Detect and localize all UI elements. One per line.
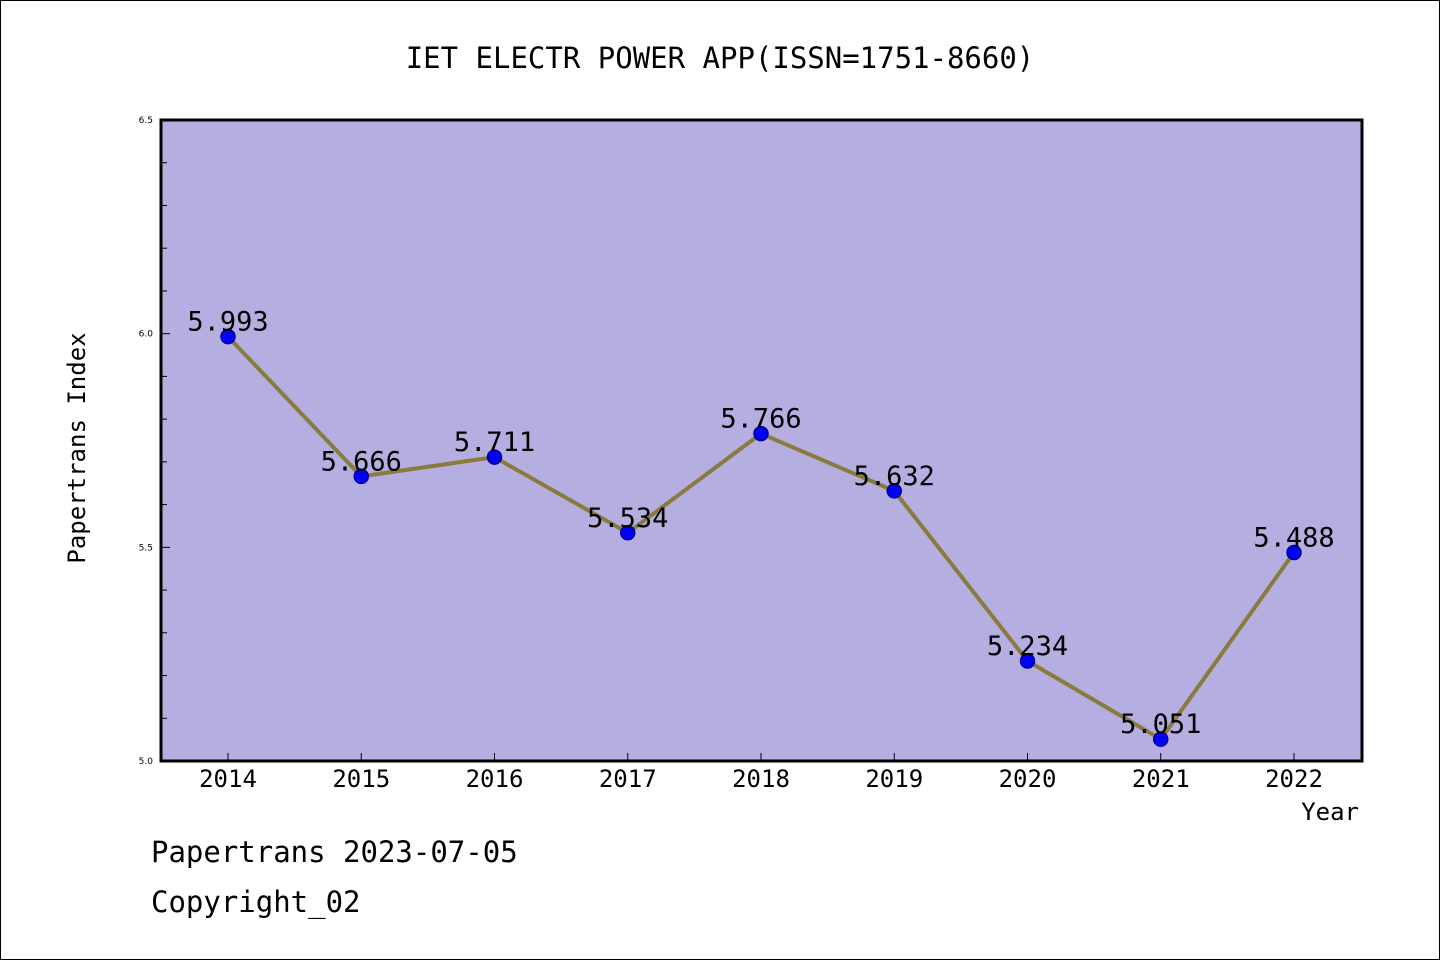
data-label: 5.632 <box>854 461 935 492</box>
y-tick-label: 6.0 <box>139 330 154 340</box>
x-tick-label: 2014 <box>199 765 257 793</box>
footer-copyright: Copyright_02 <box>151 885 361 919</box>
plot-border <box>159 118 1364 763</box>
data-point <box>1153 731 1169 747</box>
data-label: 5.766 <box>720 404 801 435</box>
data-label: 5.666 <box>321 446 402 477</box>
data-point <box>486 449 503 465</box>
data-label: 5.711 <box>454 427 535 458</box>
data-label: 5.051 <box>1120 709 1201 740</box>
data-point <box>353 468 369 485</box>
y-tick-label: 6.5 <box>139 116 153 126</box>
chart-title: IET ELECTR POWER APP(ISSN=1751-8660) <box>406 41 1035 75</box>
data-labels: 5.993 5.666 5.711 5.534 5.766 5.632 5.234 5.051… <box>187 307 1334 741</box>
data-point <box>1019 653 1036 669</box>
x-tick-label: 2016 <box>466 765 524 793</box>
x-axis-label: Year <box>1301 798 1359 826</box>
data-label: 5.234 <box>987 631 1068 662</box>
footer-date: Papertrans 2023-07-05 <box>151 835 518 869</box>
x-tick-label: 2018 <box>732 765 790 793</box>
data-point <box>1286 544 1302 561</box>
data-point <box>886 483 902 499</box>
x-axis-ticks: 2014 2015 2016 2017 2018 2019 2020 2021 2022 <box>199 753 1323 793</box>
y-tick-label: 5.0 <box>139 757 154 767</box>
data-point <box>220 328 236 345</box>
data-label: 5.488 <box>1253 522 1334 553</box>
x-tick-label: 2015 <box>332 765 390 793</box>
data-label: 5.534 <box>587 503 668 534</box>
data-point <box>753 425 769 442</box>
x-tick-label: 2021 <box>1132 765 1190 793</box>
x-tick-label: 2022 <box>1265 765 1323 793</box>
y-axis-label: Papertrans Index <box>63 332 91 563</box>
x-tick-label: 2019 <box>865 765 923 793</box>
data-label: 5.993 <box>187 307 268 338</box>
x-tick-label: 2017 <box>599 765 657 793</box>
data-markers <box>220 328 1302 747</box>
y-tick-label: 5.5 <box>139 543 153 553</box>
data-point <box>620 525 636 541</box>
x-tick-label: 2020 <box>999 765 1057 793</box>
